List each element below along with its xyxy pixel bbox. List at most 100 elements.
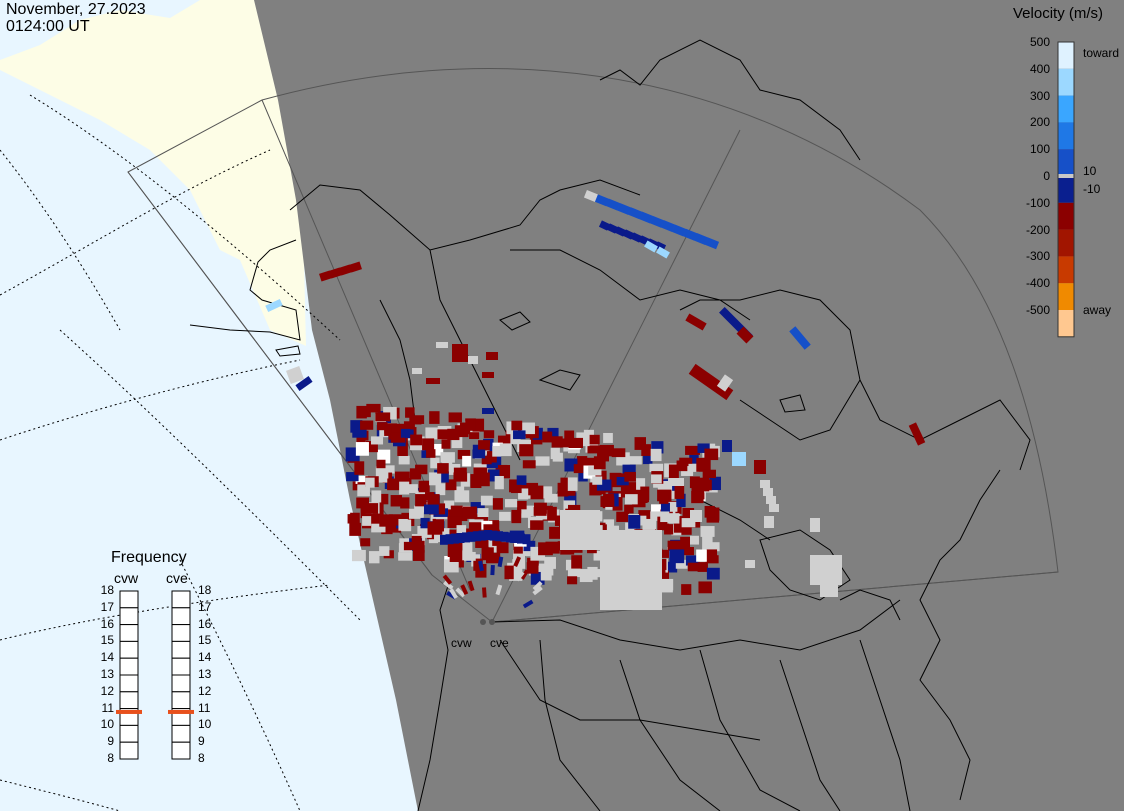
frequency-scale-label: 8 xyxy=(107,751,114,765)
velocity-cell xyxy=(663,561,678,573)
frequency-cell xyxy=(171,691,191,710)
velocity-cell xyxy=(363,503,379,514)
frequency-cell xyxy=(171,590,191,609)
frequency-scale-label: 9 xyxy=(198,734,205,749)
velocity-cell xyxy=(499,511,511,521)
velocity-cell xyxy=(696,479,712,491)
velocity-cell xyxy=(594,194,610,207)
daylit-land xyxy=(0,0,306,346)
night-terminator xyxy=(254,0,1124,811)
velocity-cell xyxy=(408,484,418,493)
velocity-cell xyxy=(579,569,593,583)
velocity-cell xyxy=(593,550,606,561)
velocity-cell xyxy=(669,490,680,499)
velocity-cell xyxy=(422,438,435,451)
frequency-cell xyxy=(171,624,191,642)
velocity-cell xyxy=(571,555,583,569)
velocity-cell xyxy=(350,512,360,526)
velocity-cell xyxy=(470,502,485,514)
colorbar-neg-label: -10 xyxy=(1083,182,1101,196)
velocity-cell xyxy=(520,569,529,580)
velocity-cell xyxy=(450,540,464,551)
velocity-cell xyxy=(494,475,504,490)
velocity-cell xyxy=(754,460,766,474)
velocity-cell xyxy=(588,466,602,476)
velocity-cell xyxy=(441,439,451,449)
velocity-cell xyxy=(526,562,539,574)
velocity-cell xyxy=(533,506,547,516)
frequency-scale-label: 15 xyxy=(198,633,212,648)
velocity-cell xyxy=(641,444,651,456)
velocity-cell xyxy=(709,476,721,491)
velocity-cell xyxy=(487,469,500,482)
velocity-cell xyxy=(504,565,514,580)
velocity-cell xyxy=(517,500,527,514)
velocity-cell xyxy=(660,220,676,233)
velocity-cell xyxy=(497,556,504,568)
velocity-cell xyxy=(472,418,485,432)
velocity-cell xyxy=(454,425,469,438)
velocity-cell xyxy=(375,412,391,422)
velocity-cell xyxy=(655,570,670,580)
velocity-cell xyxy=(495,584,503,596)
velocity-cell xyxy=(789,326,811,350)
velocity-cell xyxy=(716,374,734,392)
velocity-cell xyxy=(532,580,543,591)
frequency-scale-label: 16 xyxy=(198,616,212,631)
velocity-cell xyxy=(685,555,699,566)
velocity-cell xyxy=(390,495,403,507)
velocity-cell xyxy=(489,541,501,553)
frequency-scale-label: 8 xyxy=(198,751,205,765)
velocity-cell xyxy=(685,445,700,455)
velocity-cell xyxy=(681,518,696,528)
velocity-cell xyxy=(732,452,746,466)
velocity-cell xyxy=(477,508,489,518)
velocity-cell xyxy=(358,406,371,418)
freq-radar-cve: cve xyxy=(166,570,188,586)
velocity-cell xyxy=(426,449,436,458)
velocity-cell xyxy=(424,504,439,515)
velocity-cell xyxy=(689,454,699,464)
frequency-scale-label: 14 xyxy=(100,650,114,665)
velocity-cell xyxy=(349,261,362,273)
frequency-cell xyxy=(119,640,139,659)
velocity-cell xyxy=(362,516,372,526)
velocity-cell xyxy=(690,510,702,522)
velocity-cell xyxy=(660,511,670,523)
velocity-cell xyxy=(688,463,699,472)
velocity-cell xyxy=(688,363,734,401)
velocity-cell xyxy=(544,493,558,503)
velocity-cell xyxy=(355,442,369,456)
velocity-cell xyxy=(351,549,366,562)
velocity-cell xyxy=(560,510,600,550)
velocity-cell xyxy=(484,530,492,540)
velocity-cell xyxy=(578,468,588,482)
velocity-cell xyxy=(415,464,428,475)
velocity-cell xyxy=(355,475,368,484)
velocity-cell xyxy=(465,418,476,431)
radar-site-cvw xyxy=(480,619,486,625)
velocity-cell xyxy=(492,445,502,457)
velocity-cell xyxy=(636,478,646,490)
velocity-cell xyxy=(697,562,708,572)
velocity-cell xyxy=(511,420,523,431)
velocity-cell xyxy=(702,536,713,550)
velocity-cell xyxy=(567,565,581,578)
velocity-cell xyxy=(599,444,614,457)
velocity-cell xyxy=(377,422,388,431)
velocity-cell xyxy=(634,437,646,450)
time-label: 0124:00 UT xyxy=(6,18,90,35)
velocity-cell xyxy=(522,460,536,469)
velocity-cell xyxy=(693,233,709,245)
velocity-cell xyxy=(445,479,457,491)
velocity-cell xyxy=(511,484,522,494)
velocity-cell xyxy=(370,436,384,445)
velocity-cell xyxy=(745,560,755,568)
velocity-cell xyxy=(451,436,463,449)
velocity-cell xyxy=(443,559,459,573)
frequency-marker-cve xyxy=(168,709,194,714)
velocity-cell xyxy=(573,464,584,474)
velocity-cell xyxy=(600,530,662,610)
velocity-cell xyxy=(482,372,494,378)
